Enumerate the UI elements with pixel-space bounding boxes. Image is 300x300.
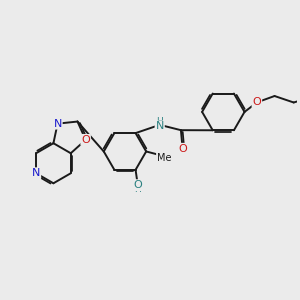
Text: N: N [32,168,40,178]
Text: H: H [134,185,141,194]
Text: O: O [81,135,90,145]
Text: Me: Me [157,153,171,163]
Text: H: H [156,116,163,125]
Text: O: O [253,98,261,107]
Text: O: O [133,180,142,190]
Text: N: N [53,118,62,129]
Text: N: N [155,121,164,131]
Text: O: O [178,144,187,154]
